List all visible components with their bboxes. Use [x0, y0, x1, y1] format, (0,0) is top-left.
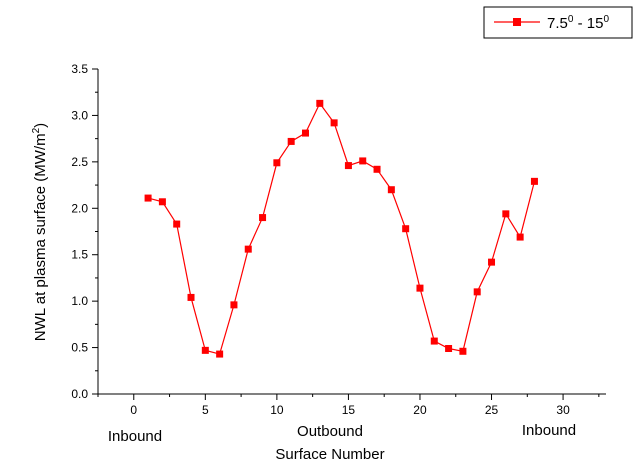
data-point — [459, 347, 467, 355]
data-point — [273, 159, 281, 167]
y-tick-label: 2.5 — [71, 155, 88, 169]
series-line — [147, 102, 536, 355]
y-tick-label: 3.5 — [71, 62, 88, 76]
region-label-center: Outbound — [297, 423, 363, 440]
data-point — [516, 233, 524, 241]
y-tick-label: 2.0 — [71, 201, 88, 215]
x-axis-title: Surface Number — [275, 446, 384, 463]
data-point — [287, 137, 295, 145]
data-point — [244, 245, 252, 253]
data-point — [344, 162, 352, 170]
x-tick-label: 30 — [556, 403, 570, 417]
data-point — [330, 119, 338, 127]
y-tick-label: 0.5 — [71, 341, 88, 355]
y-tick-label: 3.0 — [71, 108, 88, 122]
series — [144, 99, 538, 358]
legend-label: 7.50 - 150 — [547, 14, 609, 32]
x-ticks: 0 5 10 15 20 25 30 — [97, 394, 600, 417]
data-point — [201, 346, 209, 354]
region-label-left: Inbound — [108, 428, 162, 445]
data-point — [445, 345, 453, 352]
legend-marker — [513, 18, 521, 26]
data-point — [316, 99, 324, 107]
data-point — [402, 225, 410, 233]
data-point — [373, 165, 381, 173]
legend-label-part1: 7.5 — [547, 15, 568, 32]
y-axis-title: NWL at plasma surface (MW/m2) — [31, 123, 49, 341]
data-point — [144, 194, 152, 202]
x-tick-label: 20 — [413, 403, 427, 417]
legend-label-part2: - 15 — [573, 15, 603, 32]
data-point — [473, 288, 481, 296]
y-ticks: 0.0 0.5 1.0 1.5 2.0 2.5 3.0 3.5 — [71, 62, 98, 401]
axes — [97, 69, 606, 395]
data-point — [430, 337, 438, 345]
data-point — [502, 210, 510, 218]
data-point — [301, 129, 309, 137]
data-point — [359, 157, 367, 165]
data-point — [173, 220, 181, 228]
legend-label-sup2: 0 — [603, 14, 609, 25]
x-tick-label: 25 — [485, 403, 499, 417]
x-tick-label: 5 — [202, 403, 209, 417]
y-axis-title-tail: ) — [32, 123, 49, 128]
legend-label-sup1: 0 — [568, 14, 574, 25]
data-point — [259, 214, 267, 222]
data-point — [158, 198, 166, 206]
data-point — [387, 186, 395, 194]
data-point — [216, 350, 224, 358]
y-tick-label: 1.0 — [71, 294, 88, 308]
legend: 7.50 - 150 — [483, 6, 633, 39]
data-point — [187, 293, 195, 301]
data-point — [416, 284, 424, 292]
y-axis-title-main: NWL at plasma surface (MW/m — [32, 133, 49, 341]
x-tick-label: 0 — [130, 403, 137, 417]
data-point — [488, 258, 496, 266]
y-axis-title-sup: 2 — [31, 127, 42, 133]
y-tick-label: 1.5 — [71, 248, 88, 262]
x-tick-label: 15 — [342, 403, 356, 417]
y-tick-label: 0.0 — [71, 387, 88, 401]
region-label-right: Inbound — [522, 422, 576, 439]
data-point — [530, 177, 538, 185]
x-tick-label: 10 — [270, 403, 284, 417]
data-point — [230, 301, 238, 309]
